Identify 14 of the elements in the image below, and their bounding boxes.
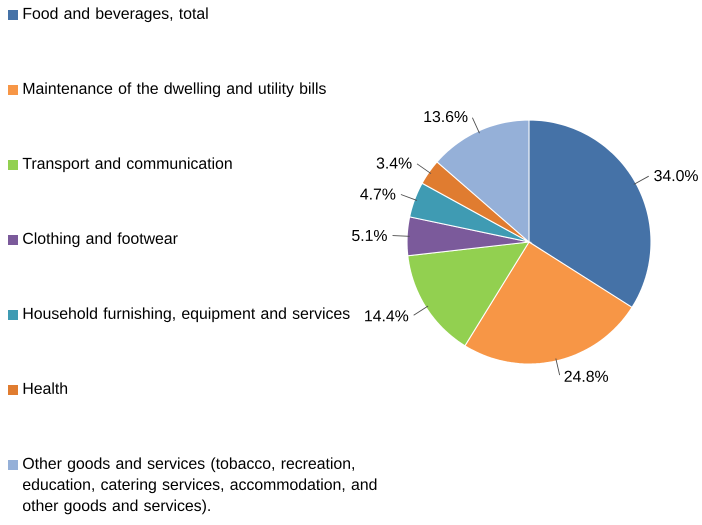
legend-label: Transport and communication [22, 157, 232, 172]
legend-label: Maintenance of the dwelling and utility bills [24, 82, 326, 98]
legend-label: Food and beverages, total [24, 7, 208, 22]
data-label: 3.4% [376, 158, 412, 169]
legend-label: Clothing and footwear [23, 232, 178, 248]
data-label: 34.0% [654, 170, 698, 182]
legend-label: Other goods and services (tobacco, recreation, education, catering services, accommodation, and other goods and services). [23, 457, 376, 514]
legend-label: Household furnishing, equipment and services [24, 307, 350, 322]
data-label: 4.7% [360, 188, 396, 200]
data-label: 14.4% [365, 310, 408, 322]
data-label: 24.8% [564, 370, 608, 382]
legend-label: Health [24, 382, 68, 394]
data-label: 13.6% [424, 110, 468, 122]
data-label: 5.1% [352, 230, 387, 242]
